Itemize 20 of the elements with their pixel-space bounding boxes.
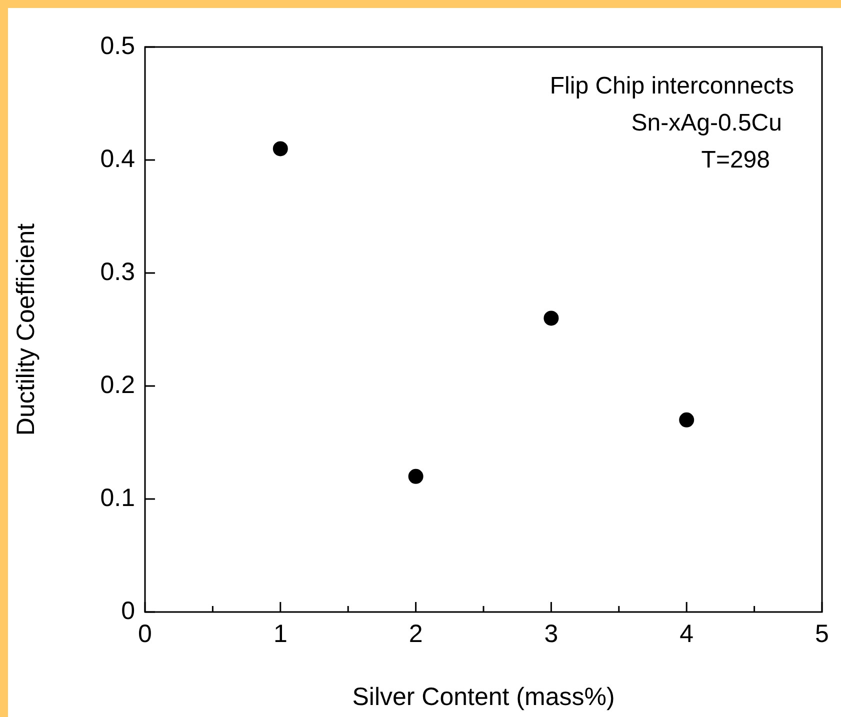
annotation: Sn-xAg-0.5Cu (631, 110, 782, 137)
y-tick-label: 0.5 (100, 32, 135, 60)
x-tick-label: 2 (408, 620, 423, 648)
point (679, 412, 694, 428)
y-tick-label: 0 (121, 596, 135, 625)
annotation: Flip Chip interconnects (550, 72, 794, 100)
point (272, 141, 288, 156)
point (544, 310, 559, 326)
y-tick-label: 0.2 (100, 370, 135, 399)
annotation: T=298 (701, 146, 770, 174)
x-tick-label: 4 (680, 620, 694, 648)
y-axis-title: Ductility Coefficient (12, 223, 40, 436)
point (408, 468, 424, 484)
y-tick-label: 0.3 (100, 258, 135, 286)
y-tick-label: 0.4 (100, 144, 136, 173)
x-axis-title: Silver Content (mass%) (352, 682, 615, 711)
y-tick-label: 0.1 (100, 484, 135, 512)
x-tick-label: 5 (815, 620, 829, 648)
x-tick-label: 3 (544, 620, 558, 648)
x-tick-label: 1 (273, 620, 288, 648)
